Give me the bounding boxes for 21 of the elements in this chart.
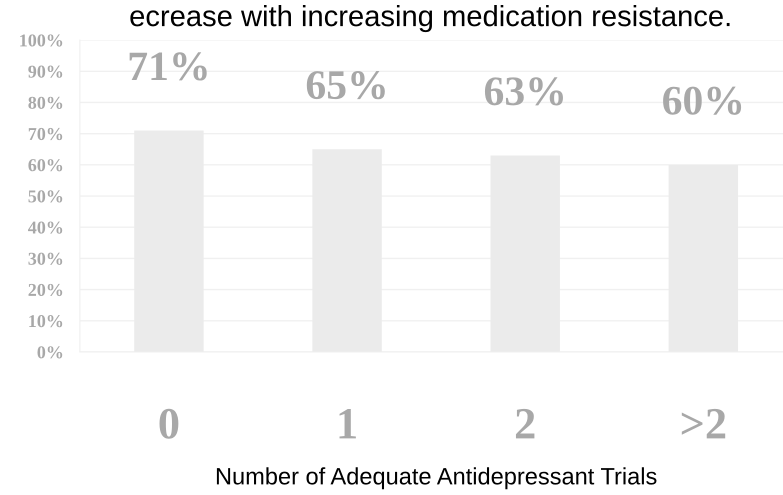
data-label: 71% xyxy=(130,52,207,81)
y-tick-label: 90% xyxy=(28,66,62,78)
y-tick-label: 100% xyxy=(20,34,62,47)
x-tick-label: >2 xyxy=(682,408,726,438)
data-label: 60% xyxy=(663,86,742,115)
y-tick-label: 20% xyxy=(28,284,62,296)
y-tick-label: 70% xyxy=(28,128,62,140)
y-tick-label: 40% xyxy=(28,221,62,234)
y-tick-label: 30% xyxy=(28,252,62,265)
y-tick-label: 10% xyxy=(29,315,62,328)
x-tick-label: 2 xyxy=(516,408,534,438)
x-tick-label: 1 xyxy=(340,409,356,438)
chart-title: ecrease with increasing medication resistance. xyxy=(130,4,730,32)
y-tick-label: 50% xyxy=(28,190,62,203)
y-tick-label: 80% xyxy=(28,96,62,109)
y-tick-label: 0% xyxy=(38,346,62,358)
x-tick-label: 0 xyxy=(160,408,178,439)
x-axis-title: Number of Adequate Antidepressant Trials xyxy=(216,467,656,490)
data-label: 65% xyxy=(306,70,385,100)
y-tick-label: 60% xyxy=(28,159,62,172)
data-label: 63% xyxy=(484,77,563,106)
